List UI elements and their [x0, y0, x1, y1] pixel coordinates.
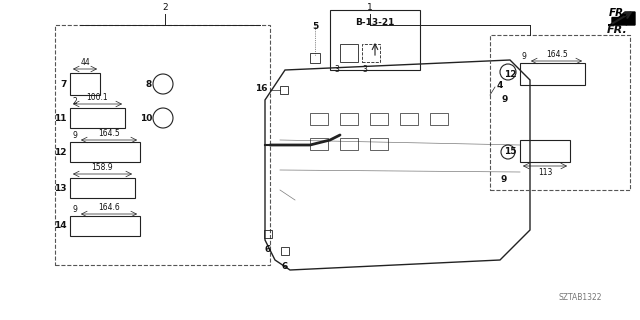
- Bar: [264, 230, 272, 238]
- Text: 100.1: 100.1: [86, 93, 108, 102]
- Text: 14: 14: [54, 221, 67, 230]
- Text: B-13-21: B-13-21: [355, 18, 395, 27]
- Text: 164.5: 164.5: [546, 50, 568, 59]
- Bar: [362, 44, 380, 62]
- Text: 3: 3: [362, 65, 367, 74]
- Text: 164.5: 164.5: [98, 129, 120, 138]
- Bar: [340, 113, 358, 125]
- Bar: [520, 63, 585, 85]
- Bar: [370, 113, 388, 125]
- Bar: [70, 108, 125, 128]
- Bar: [70, 216, 140, 236]
- Bar: [280, 86, 288, 94]
- Text: 12: 12: [504, 69, 517, 78]
- Text: 9: 9: [502, 95, 508, 104]
- Bar: [490, 35, 630, 190]
- Text: 16: 16: [255, 84, 268, 92]
- Text: 10: 10: [140, 114, 152, 123]
- Text: 9: 9: [72, 205, 77, 214]
- Bar: [520, 140, 570, 162]
- Text: 11: 11: [54, 114, 67, 123]
- Text: 158.9: 158.9: [91, 163, 113, 172]
- Text: FR.: FR.: [607, 25, 628, 35]
- Text: 12: 12: [54, 148, 67, 156]
- Bar: [281, 247, 289, 255]
- Text: 2: 2: [162, 3, 168, 12]
- Text: 9: 9: [501, 175, 507, 184]
- Text: 9: 9: [72, 131, 77, 140]
- Text: 7: 7: [61, 79, 67, 89]
- Bar: [340, 138, 358, 150]
- Bar: [70, 142, 140, 162]
- Text: 5: 5: [312, 22, 318, 31]
- Bar: [70, 73, 100, 95]
- Text: 44: 44: [80, 58, 90, 67]
- Bar: [55, 25, 270, 265]
- Text: 9: 9: [522, 52, 527, 61]
- Text: 164.6: 164.6: [98, 203, 120, 212]
- Text: 6: 6: [265, 245, 271, 254]
- Text: FR.: FR.: [609, 8, 628, 18]
- Bar: [310, 113, 328, 125]
- Text: SZTAB1322: SZTAB1322: [558, 293, 602, 302]
- Bar: [430, 113, 448, 125]
- Bar: [330, 10, 420, 70]
- Text: 3: 3: [334, 65, 339, 74]
- Text: 4: 4: [497, 81, 504, 90]
- FancyArrow shape: [612, 15, 634, 25]
- Text: 1: 1: [367, 3, 373, 12]
- Bar: [400, 113, 418, 125]
- Bar: [310, 138, 328, 150]
- Bar: [370, 138, 388, 150]
- Text: 113: 113: [538, 168, 552, 177]
- Text: 13: 13: [54, 183, 67, 193]
- Bar: [340, 44, 358, 62]
- Text: 15: 15: [504, 147, 517, 156]
- Text: 2: 2: [72, 97, 77, 106]
- Bar: [70, 178, 135, 198]
- Text: 8: 8: [146, 79, 152, 89]
- Polygon shape: [608, 12, 635, 25]
- Bar: [310, 53, 320, 63]
- Text: 6: 6: [282, 262, 288, 271]
